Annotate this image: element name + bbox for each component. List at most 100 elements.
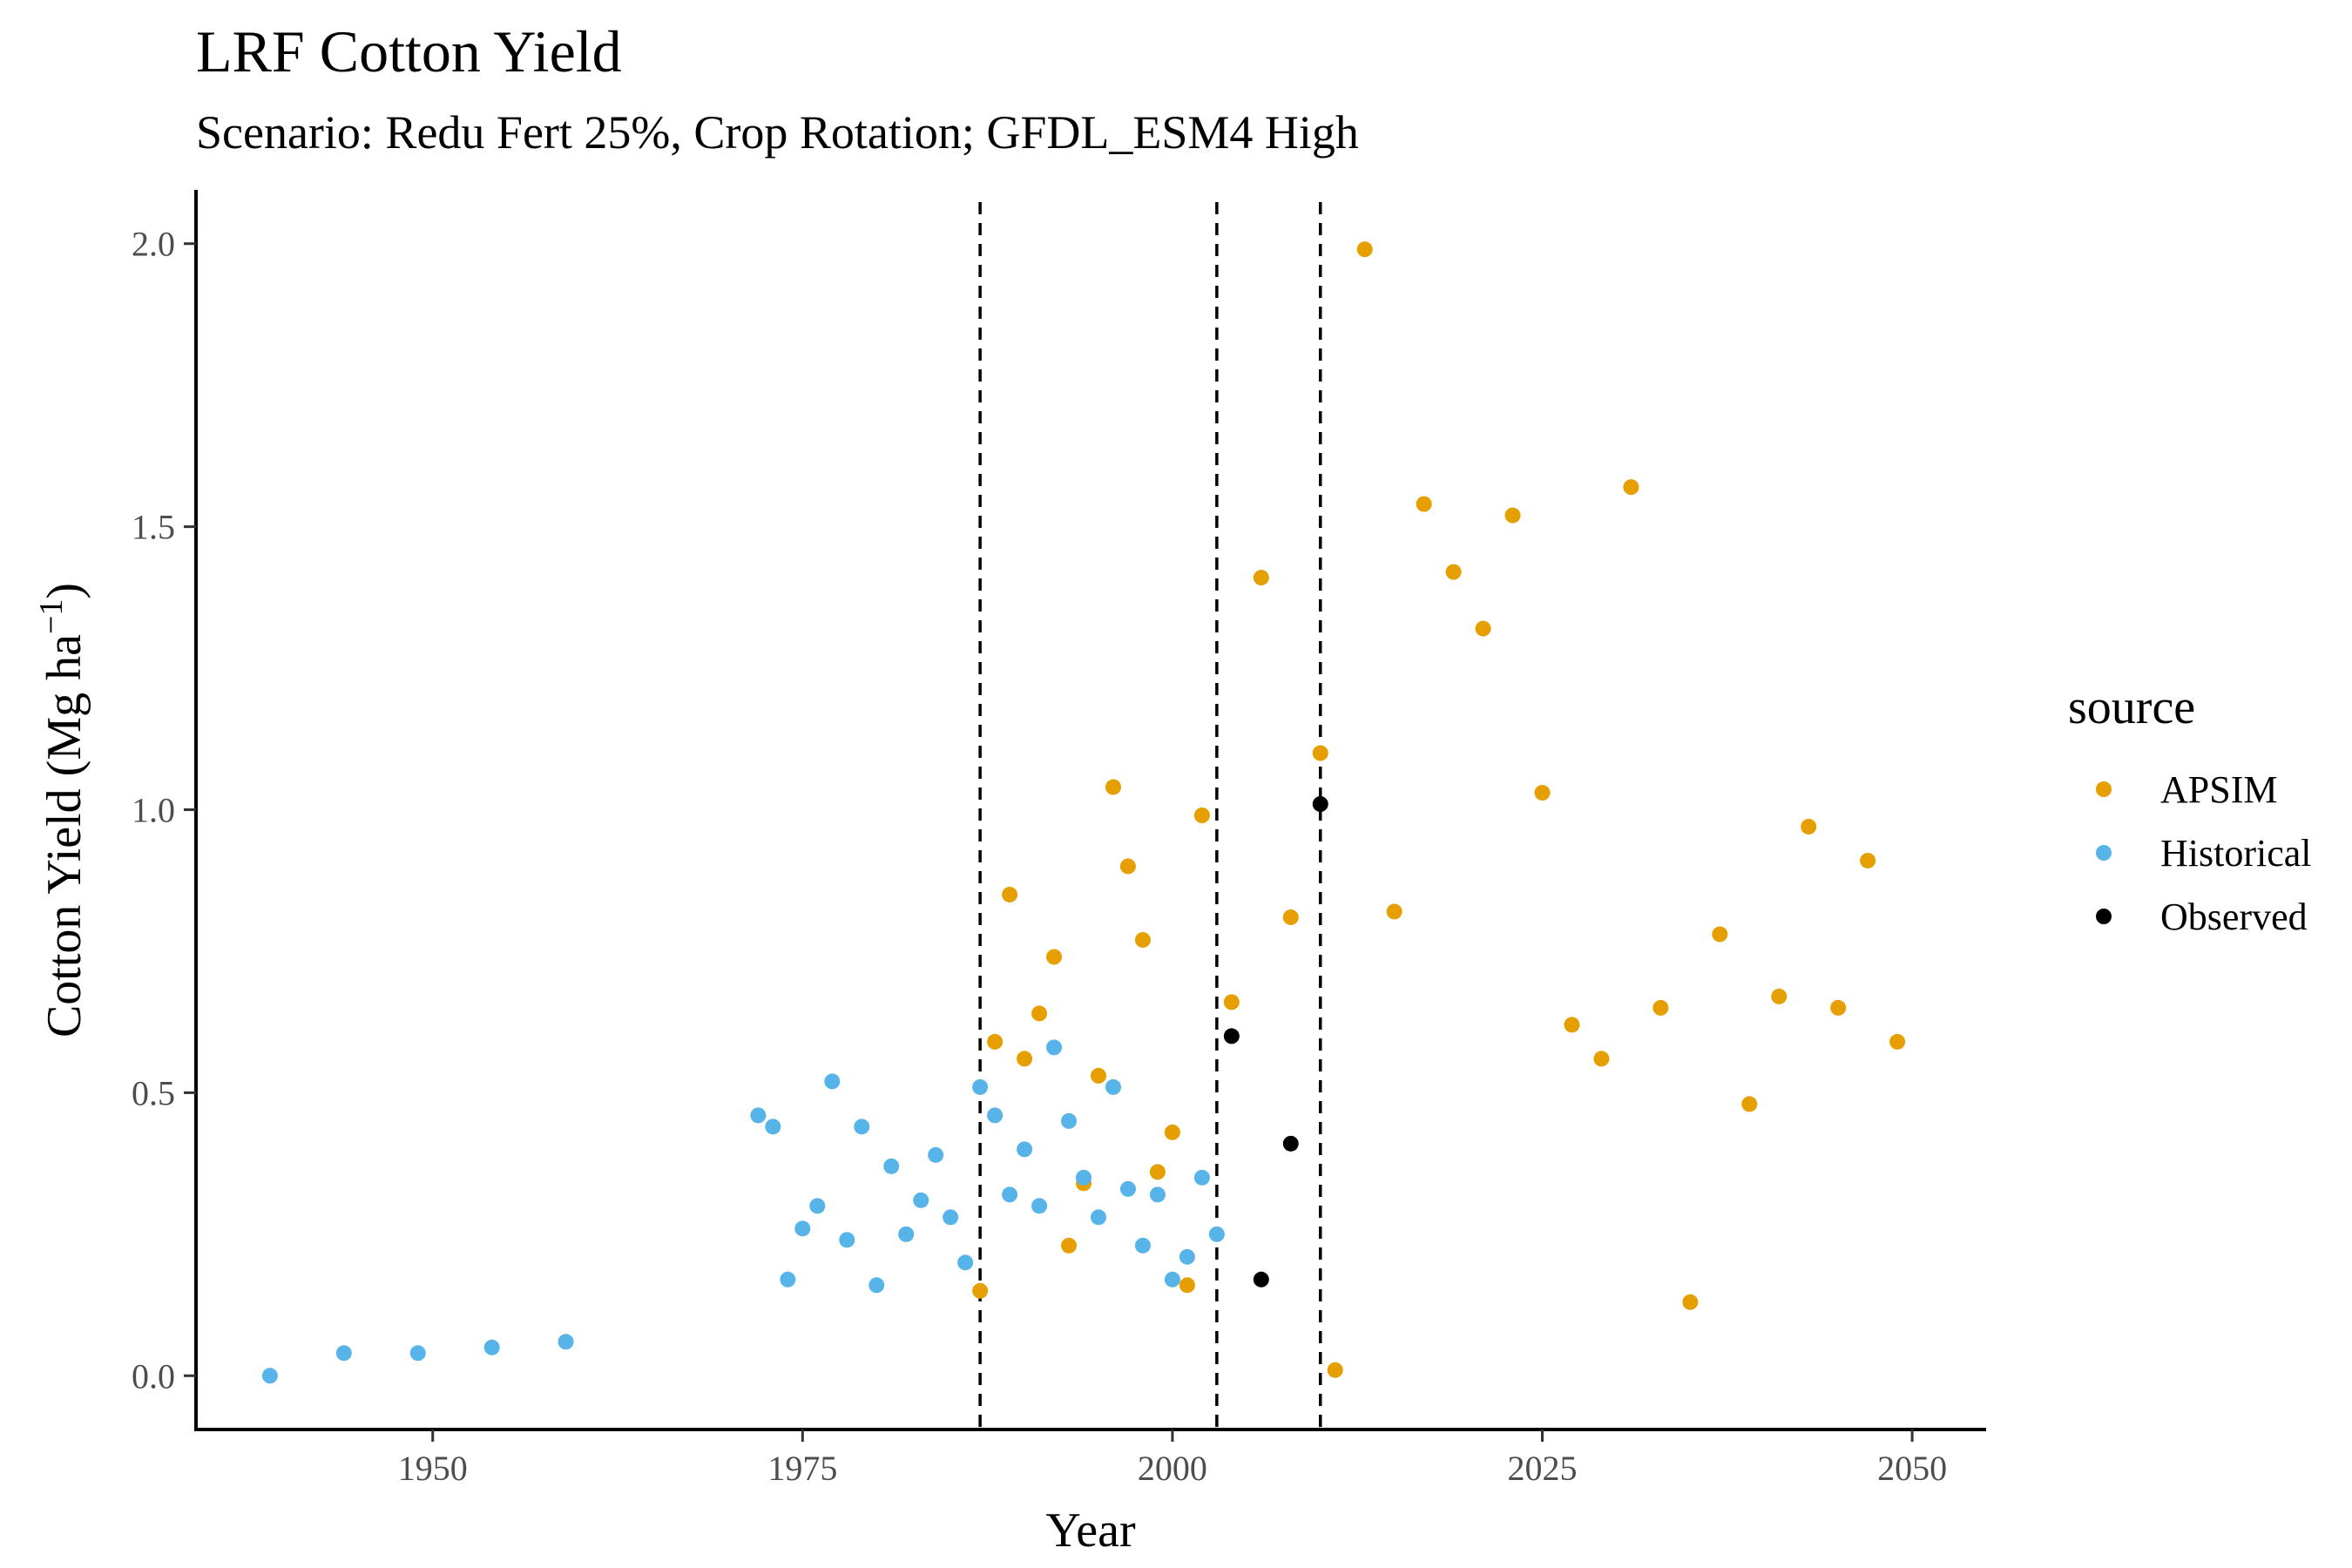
point-historical [1164, 1271, 1180, 1288]
point-apsim [1741, 1096, 1758, 1112]
point-historical [1105, 1078, 1121, 1095]
point-apsim [1593, 1051, 1610, 1067]
x-axis-title: Year [1045, 1504, 1136, 1558]
point-historical [809, 1198, 826, 1214]
point-historical [409, 1345, 426, 1362]
point-historical [1208, 1226, 1225, 1242]
point-observed [1223, 1028, 1240, 1044]
point-apsim [1682, 1294, 1699, 1310]
point-apsim [1564, 1017, 1580, 1033]
point-apsim [1179, 1277, 1195, 1294]
point-historical [928, 1146, 944, 1163]
point-apsim [1046, 949, 1063, 965]
point-historical [780, 1271, 796, 1288]
point-historical [335, 1345, 352, 1362]
x-tick-label: 2000 [1138, 1449, 1207, 1488]
point-apsim [1356, 241, 1373, 258]
point-historical [883, 1158, 900, 1174]
point-historical [1076, 1169, 1092, 1186]
reference-lines [978, 202, 1322, 1429]
point-historical [1119, 1180, 1136, 1197]
x-tick-label: 2025 [1507, 1449, 1577, 1488]
point-apsim [1860, 852, 1876, 868]
point-apsim [1652, 999, 1669, 1016]
point-historical [913, 1192, 929, 1208]
point-apsim [1119, 858, 1136, 875]
point-historical [765, 1119, 781, 1135]
point-observed [1253, 1271, 1269, 1288]
point-apsim [1193, 807, 1210, 823]
point-historical [824, 1073, 841, 1090]
y-tick-label: 2.0 [132, 225, 175, 264]
point-historical [839, 1232, 855, 1248]
point-apsim [1327, 1362, 1343, 1378]
legend-label-apsim: APSIM [2160, 768, 2278, 811]
point-historical [957, 1254, 974, 1271]
point-apsim [1164, 1124, 1180, 1140]
point-historical [261, 1368, 278, 1384]
x-tick-label: 1950 [398, 1449, 468, 1488]
legend-label-historical: Historical [2160, 832, 2312, 875]
point-apsim [1282, 909, 1299, 925]
point-apsim [1149, 1164, 1166, 1180]
point-historical [1046, 1039, 1063, 1056]
point-apsim [1445, 564, 1462, 580]
point-apsim [987, 1033, 1004, 1050]
point-apsim [1253, 570, 1269, 586]
point-historical [1179, 1248, 1195, 1265]
y-axis-title-exponent: −1 [33, 599, 70, 634]
point-apsim [1386, 903, 1402, 920]
point-apsim [1017, 1051, 1033, 1067]
point-historical [558, 1334, 574, 1350]
point-apsim [1801, 818, 1817, 835]
point-historical [1061, 1112, 1078, 1129]
legend-title: source [2068, 680, 2195, 734]
point-historical [750, 1107, 767, 1124]
legend-key-observed [2096, 909, 2112, 924]
point-historical [972, 1078, 989, 1095]
y-axis-ticks: 0.0 0.5 1.0 1.5 2.0 [132, 225, 196, 1396]
point-historical [943, 1209, 959, 1226]
point-historical [794, 1220, 811, 1237]
point-apsim [1889, 1033, 1906, 1050]
point-historical [1193, 1169, 1210, 1186]
data-points [261, 241, 1906, 1384]
point-observed [1282, 1135, 1299, 1152]
point-historical [868, 1277, 885, 1294]
point-apsim [1534, 785, 1551, 801]
point-apsim [1090, 1067, 1106, 1084]
point-apsim [1061, 1237, 1078, 1254]
point-historical [987, 1107, 1004, 1124]
point-apsim [1623, 479, 1639, 496]
point-apsim [1105, 779, 1121, 795]
point-historical [898, 1226, 915, 1242]
point-historical [1090, 1209, 1106, 1226]
point-historical [1031, 1198, 1048, 1214]
y-tick-label: 0.5 [132, 1073, 175, 1112]
x-tick-label: 1975 [767, 1449, 837, 1488]
legend-key-historical [2096, 845, 2112, 861]
point-apsim [1312, 745, 1328, 761]
x-tick-label: 2050 [1877, 1449, 1947, 1488]
point-apsim [972, 1282, 989, 1299]
y-axis-title-close: ) [37, 583, 91, 599]
point-apsim [1134, 931, 1151, 948]
chart-title: LRF Cotton Yield [196, 18, 622, 84]
legend-key-apsim [2096, 781, 2112, 797]
x-axis-ticks: 1950 1975 2000 2025 2050 [398, 1429, 1947, 1488]
y-tick-label: 1.5 [132, 508, 175, 547]
point-apsim [1712, 926, 1728, 943]
y-tick-label: 0.0 [132, 1356, 175, 1396]
y-axis-title-main: Cotton Yield (Mg ha [37, 634, 91, 1037]
legend-label-observed: Observed [2160, 896, 2308, 938]
point-historical [1134, 1237, 1151, 1254]
point-apsim [1416, 496, 1432, 512]
legend: source APSIM Historical Observed [2068, 680, 2312, 938]
point-apsim [1504, 507, 1521, 524]
y-tick-label: 1.0 [132, 791, 175, 830]
point-historical [854, 1119, 870, 1135]
point-observed [1312, 796, 1328, 813]
point-historical [1149, 1186, 1166, 1203]
point-apsim [1475, 620, 1491, 637]
